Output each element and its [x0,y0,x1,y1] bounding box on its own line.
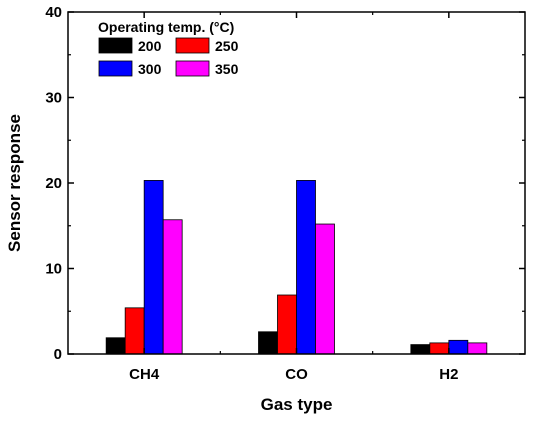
y-tick-labels: 0 10 20 30 40 [45,4,62,363]
bar-H2-200 [410,344,431,355]
bar-H2-350 [467,342,488,355]
bar-CH4-300 [143,180,164,355]
bar-H2-300 [448,339,469,355]
x-tick-label: CH4 [129,366,160,383]
bar-CO-200 [258,331,278,355]
x-tick-labels: CH4 CO H2 [129,366,458,383]
legend-swatch-250 [175,37,210,54]
bar-CH4-350 [162,219,183,355]
legend-label-350: 350 [215,61,239,77]
legend-title: Operating temp. (°C) [98,19,234,35]
bar-CO-250 [277,294,297,355]
legend-swatch-350 [175,60,210,77]
x-tick-label: H2 [439,366,458,383]
bar-H2-250 [429,342,450,355]
axis-ticks [68,11,525,355]
y-tick-label: 30 [45,90,62,107]
legend-swatch-200 [98,37,133,54]
bar-CO-350 [315,223,335,355]
x-tick-label: CO [285,366,308,383]
y-tick-label: 10 [45,261,62,278]
legend-label-300: 300 [138,61,162,77]
x-axis-label: Gas type [261,395,333,414]
y-axis-label: Sensor response [5,114,24,252]
y-tick-label: 20 [45,175,62,192]
legend-label-250: 250 [215,38,239,54]
legend: Operating temp. (°C) 200 250 300 350 [98,19,239,77]
bar-CH4-250 [124,307,145,355]
legend-swatch-300 [98,60,133,77]
bars-group [105,180,488,355]
y-tick-label: 40 [45,4,62,21]
bar-CH4-200 [105,337,126,355]
legend-label-200: 200 [138,38,162,54]
bar-CO-300 [296,180,316,355]
y-tick-label: 0 [54,346,62,363]
